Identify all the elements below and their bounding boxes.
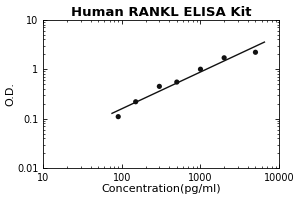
Point [253, 51, 258, 54]
X-axis label: Concentration(pg/ml): Concentration(pg/ml) [101, 184, 221, 194]
Y-axis label: O.D.: O.D. [6, 82, 16, 106]
Point [174, 80, 179, 84]
Point [133, 100, 138, 103]
Point [157, 85, 162, 88]
Title: Human RANKL ELISA Kit: Human RANKL ELISA Kit [71, 6, 251, 19]
Point [116, 115, 121, 118]
Point [198, 68, 203, 71]
Point [222, 56, 226, 59]
